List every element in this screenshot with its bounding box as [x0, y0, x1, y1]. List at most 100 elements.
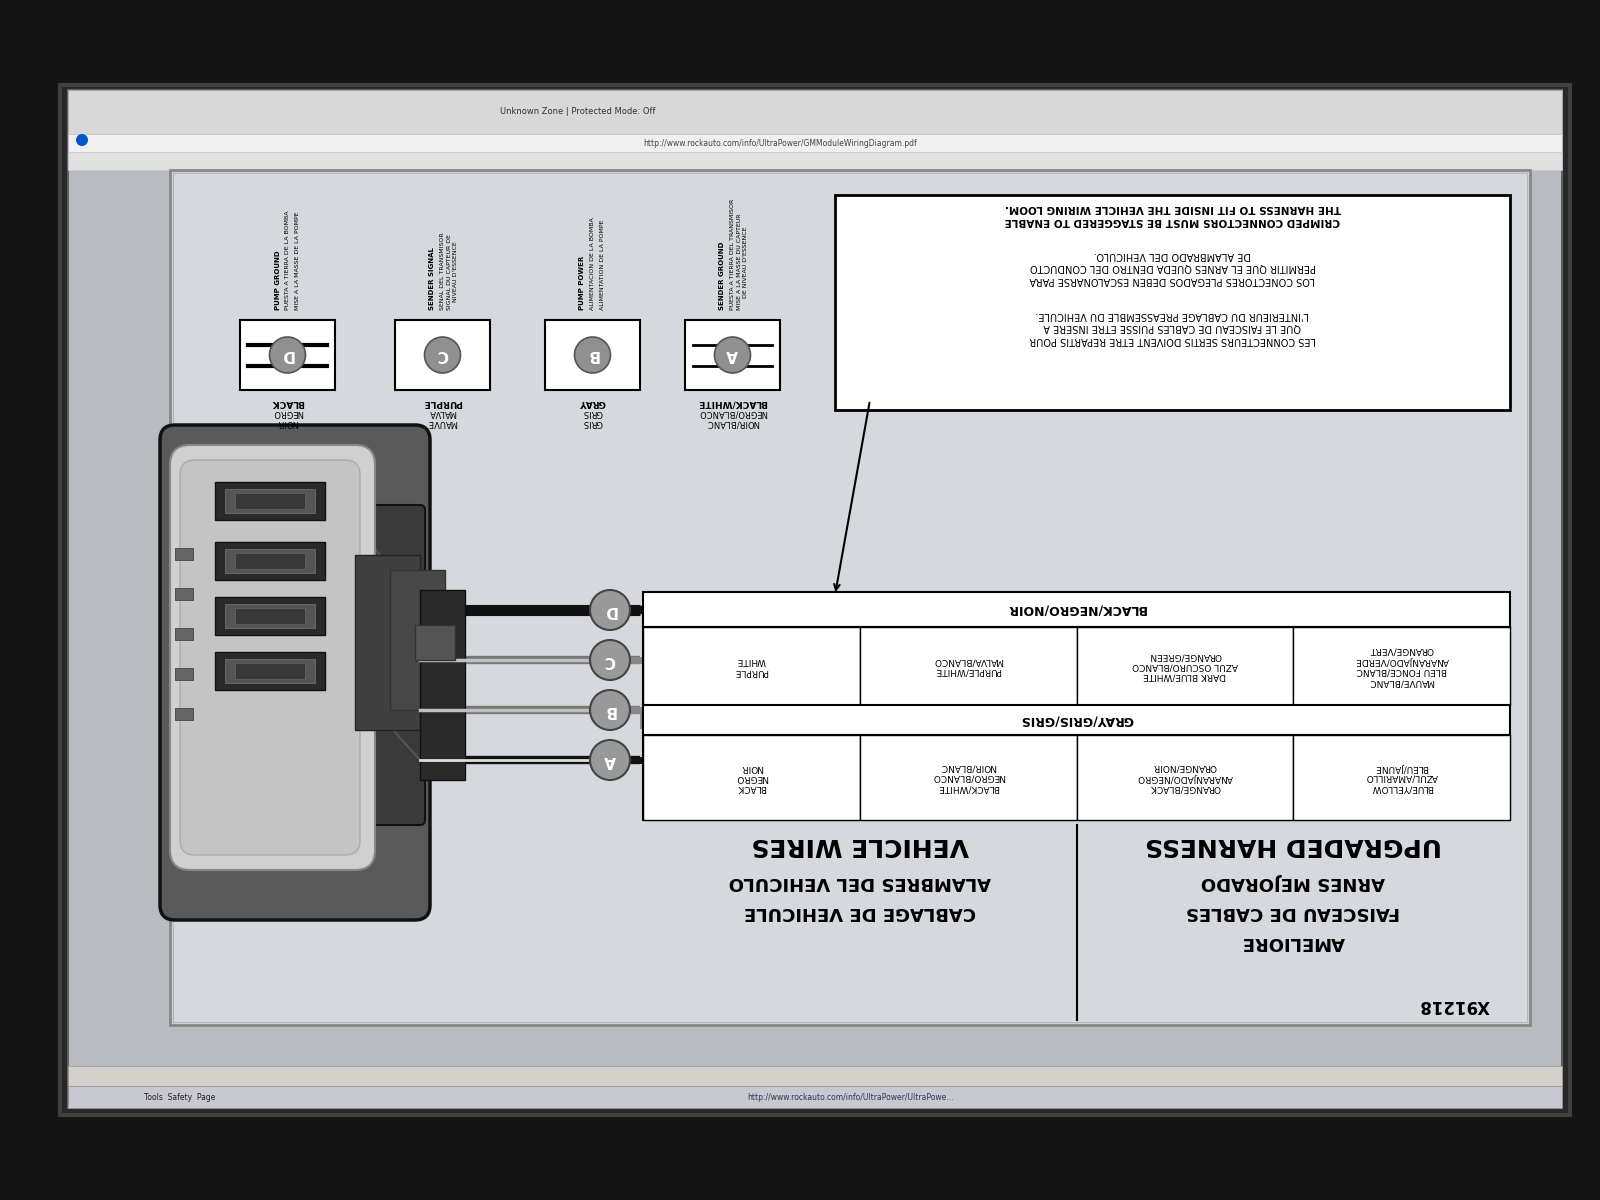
Text: BLACK/NEGRO/NOIR: BLACK/NEGRO/NOIR [1006, 602, 1146, 616]
Bar [214, 482, 325, 520]
Bar [226, 550, 315, 572]
Bar [643, 626, 1510, 704]
Text: BLACK/WHITE
NEGRO/BLANCO
NOIR/BLANC: BLACK/WHITE NEGRO/BLANCO NOIR/BLANC [931, 763, 1005, 792]
Text: MALVA: MALVA [429, 408, 456, 416]
Bar [643, 734, 859, 820]
Circle shape [574, 337, 611, 373]
Bar [1293, 734, 1510, 820]
Text: Unknown Zone | Protected Mode: Off: Unknown Zone | Protected Mode: Off [499, 108, 656, 116]
Text: PUESTA A TIERRA DEL TRANSMISOR: PUESTA A TIERRA DEL TRANSMISOR [730, 199, 734, 310]
Circle shape [77, 134, 88, 146]
Text: LES CONNECTEURS SERTIS DOIVENT ETRE REPARTIS POUR
QUE LE FAISCEAU DE CABLES PUIS: LES CONNECTEURS SERTIS DOIVENT ETRE REPA… [1029, 310, 1315, 344]
Text: MISE A LA MASSE DU CAPTEUR
DE NIVEAU D'ESSENCE: MISE A LA MASSE DU CAPTEUR DE NIVEAU D'E… [738, 214, 747, 310]
Text: PUMP GROUND: PUMP GROUND [275, 251, 280, 310]
Circle shape [590, 690, 630, 730]
Bar [67, 134, 1562, 152]
Bar [685, 320, 781, 390]
Text: PUESTA A TIERRA DE LA BOMBA: PUESTA A TIERRA DE LA BOMBA [285, 210, 290, 310]
Circle shape [590, 590, 630, 630]
Bar [643, 734, 1510, 820]
Text: BLUE/YELLOW
AZUL/AMARILLO
BLEU/JAUNE: BLUE/YELLOW AZUL/AMARILLO BLEU/JAUNE [1365, 763, 1438, 792]
Bar [214, 652, 325, 690]
Bar [67, 90, 1562, 1108]
Text: NOIR: NOIR [277, 418, 298, 427]
Text: B: B [605, 702, 616, 718]
Text: MAUVE: MAUVE [427, 418, 458, 427]
Bar [235, 553, 306, 569]
Bar [67, 1066, 1562, 1086]
Text: SIGNAL DU CAPTEUR DE
NIVEAU D'ESSENCE: SIGNAL DU CAPTEUR DE NIVEAU D'ESSENCE [446, 234, 458, 310]
Text: PURPLE/WHITE
MALVA/BLANCO: PURPLE/WHITE MALVA/BLANCO [933, 656, 1003, 676]
Text: GRAY/GRIS/GRIS: GRAY/GRIS/GRIS [1019, 714, 1133, 726]
Circle shape [590, 740, 630, 780]
FancyBboxPatch shape [160, 425, 430, 920]
Text: NEGRO: NEGRO [272, 408, 302, 416]
Bar [355, 554, 419, 730]
Text: C: C [605, 653, 616, 667]
Bar [835, 194, 1510, 410]
Text: GRAY: GRAY [579, 398, 606, 407]
Circle shape [269, 337, 306, 373]
Bar [174, 708, 194, 720]
Text: PURPLE
WHITE: PURPLE WHITE [734, 656, 768, 676]
Text: PUMP POWER: PUMP POWER [579, 256, 586, 310]
Bar [173, 173, 1526, 1022]
Text: X91218: X91218 [1419, 996, 1490, 1014]
Text: AMELIORE: AMELIORE [1242, 934, 1346, 950]
Text: ORANGE/BLACK
ANARANJADO/NEGRO
ORANGE/NOIR: ORANGE/BLACK ANARANJADO/NEGRO ORANGE/NOI… [1138, 763, 1234, 792]
Bar [240, 320, 334, 390]
FancyBboxPatch shape [334, 505, 426, 826]
Text: Tools  Safety  Page: Tools Safety Page [144, 1092, 216, 1102]
Bar [643, 704, 1510, 734]
Text: http://www.rockauto.com/info/UltraPower/UltraPowe...: http://www.rockauto.com/info/UltraPower/… [747, 1092, 954, 1102]
Text: MISE A LA MASSE DE LA POMPE: MISE A LA MASSE DE LA POMPE [294, 211, 301, 310]
Bar [1077, 626, 1293, 704]
Text: A: A [605, 752, 616, 768]
Text: D: D [603, 602, 616, 618]
Bar [214, 542, 325, 580]
Text: SENDER GROUND: SENDER GROUND [720, 241, 725, 310]
Bar [390, 570, 445, 710]
Text: B: B [587, 348, 598, 362]
Text: http://www.rockauto.com/info/UltraPower/GMModuleWiringDiagram.pdf: http://www.rockauto.com/info/UltraPower/… [643, 138, 917, 148]
Text: SENDER SIGNAL: SENDER SIGNAL [429, 247, 435, 310]
Text: VEHICLE WIRES: VEHICLE WIRES [750, 833, 968, 857]
Text: SENAL DEL TRANSMISOR: SENAL DEL TRANSMISOR [440, 233, 445, 310]
Bar [235, 493, 306, 509]
FancyBboxPatch shape [170, 445, 374, 870]
FancyBboxPatch shape [179, 460, 360, 854]
Text: UPGRADED HARNESS: UPGRADED HARNESS [1144, 833, 1442, 857]
Text: LOS CONECTORES PLEGADOS DEBEN ESCALONARSE PARA
PERMITIR QUE EL ARNES QUEDA DENTR: LOS CONECTORES PLEGADOS DEBEN ESCALONARS… [1029, 250, 1315, 284]
Text: C: C [437, 348, 448, 362]
Circle shape [424, 337, 461, 373]
Text: D: D [282, 348, 294, 362]
Text: BLACK/WHITE: BLACK/WHITE [698, 398, 768, 407]
Circle shape [590, 640, 630, 680]
Text: GRIS: GRIS [582, 418, 603, 427]
Text: DARK BLUE/WHITE
AZUL OSCURO/BLANCO
ORANGE/GREEN: DARK BLUE/WHITE AZUL OSCURO/BLANCO ORANG… [1131, 652, 1238, 680]
Bar [235, 662, 306, 679]
Text: BLACK
NEGRO
NOIR: BLACK NEGRO NOIR [734, 763, 768, 792]
Bar [174, 628, 194, 640]
Bar [174, 548, 194, 560]
Text: A: A [726, 348, 738, 362]
Text: NOIR/BLANC: NOIR/BLANC [706, 418, 758, 427]
Bar [174, 588, 194, 600]
Text: CRIMPED CONNECTORS MUST BE STAGGERED TO ENABLE
THE HARNESS TO FIT INSIDE THE VEH: CRIMPED CONNECTORS MUST BE STAGGERED TO … [1005, 203, 1341, 226]
Bar [1293, 626, 1510, 704]
Bar [859, 626, 1077, 704]
Bar [226, 604, 315, 628]
Text: FAISCEAU DE CABLES: FAISCEAU DE CABLES [1186, 902, 1400, 922]
Bar [643, 626, 859, 704]
Bar [546, 320, 640, 390]
Bar [67, 1086, 1562, 1108]
Circle shape [715, 337, 750, 373]
Bar [67, 90, 1562, 134]
Text: ALIMENTACION DE LA BOMBA: ALIMENTACION DE LA BOMBA [590, 217, 595, 310]
Text: GRIS: GRIS [582, 408, 603, 416]
Bar [170, 170, 1530, 1025]
Text: ARNES MEJORADO: ARNES MEJORADO [1202, 874, 1386, 890]
Bar [414, 625, 454, 660]
Bar [419, 590, 466, 780]
Text: ALIMENTATION DE LA POMPE: ALIMENTATION DE LA POMPE [600, 220, 605, 310]
